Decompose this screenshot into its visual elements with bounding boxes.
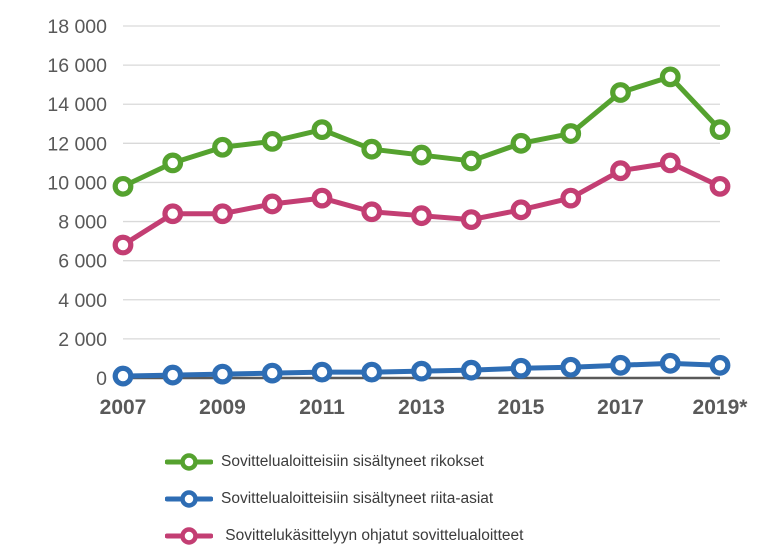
data-point-marker: [411, 205, 432, 227]
y-tick-label: 14 000: [47, 94, 107, 116]
line-marker-icon: [165, 453, 213, 471]
line-marker-icon: [165, 490, 213, 508]
series-line-2: [120, 160, 723, 248]
data-point-marker: [261, 362, 283, 384]
y-tick-label: 8 000: [58, 212, 107, 234]
data-point-marker: [212, 136, 233, 158]
data-point-marker: [162, 203, 184, 225]
data-point-marker: [510, 132, 532, 154]
legend-label: Sovittelualoitteisiin sisältyneet riita-…: [221, 490, 494, 507]
chart-svg: 0 2 000 4 000 6 000 8 000 10 000 12 000 14 000 1…: [47, 16, 749, 419]
data-point-marker: [709, 119, 731, 141]
data-point-marker: [560, 356, 582, 378]
y-tick-label: 2 000: [58, 329, 107, 351]
data-point-marker: [560, 123, 582, 144]
x-tick-label: 2009: [199, 396, 246, 419]
data-point-marker: [261, 130, 283, 152]
data-point-marker: [311, 361, 333, 383]
y-tick-label: 0: [96, 368, 107, 390]
data-point-marker: [112, 175, 134, 197]
legend: Sovittelualoitteisiin sisältyneet rikoks…: [165, 450, 523, 548]
legend-label: Sovittelukäsittelyyn ohjatut sovittelual…: [221, 527, 524, 544]
data-point-marker: [311, 119, 333, 141]
data-point-marker: [510, 199, 532, 221]
line-marker-icon: [165, 527, 213, 545]
data-point-marker: [460, 359, 482, 381]
data-point-marker: [460, 150, 482, 172]
data-point-marker: [709, 354, 731, 376]
data-point-marker: [460, 209, 482, 231]
x-tick-label: 2017: [597, 396, 644, 419]
data-point-marker: [411, 360, 432, 382]
legend-row-sovittelualoitteet: Sovittelukäsittelyyn ohjatut sovittelual…: [165, 524, 523, 548]
data-point-marker: [212, 203, 233, 225]
y-tick-label: 16 000: [47, 55, 107, 77]
data-point-marker: [659, 352, 681, 374]
data-point-marker: [361, 201, 383, 223]
data-point-marker: [659, 152, 681, 174]
legend-label: Sovittelualoitteisiin sisältyneet rikoks…: [221, 453, 484, 470]
data-point-marker: [162, 364, 184, 386]
y-tick-label: 6 000: [58, 251, 107, 273]
data-point-marker: [112, 365, 134, 387]
data-point-marker: [361, 138, 383, 160]
plot-area: 0 2 000 4 000 6 000 8 000 10 000 12 000 14 000 1…: [47, 16, 749, 419]
data-point-marker: [212, 363, 233, 385]
legend-row-riita-asiat: Sovittelualoitteisiin sisältyneet riita-…: [165, 487, 523, 511]
data-point-marker: [411, 144, 432, 166]
y-tick-label: 4 000: [58, 290, 107, 312]
data-point-marker: [361, 361, 383, 383]
data-point-marker: [610, 354, 631, 376]
data-point-marker: [311, 187, 333, 209]
data-point-marker: [709, 175, 731, 197]
legend-row-rikokset: Sovittelualoitteisiin sisältyneet rikoks…: [165, 450, 523, 474]
data-point-marker: [112, 234, 134, 256]
data-point-marker: [560, 187, 582, 209]
x-tick-label: 2013: [398, 396, 445, 419]
data-point-marker: [610, 160, 631, 182]
x-tick-label: 2011: [299, 396, 345, 419]
data-point-marker: [659, 66, 681, 88]
data-point-marker: [261, 193, 283, 215]
data-point-marker: [510, 357, 532, 379]
data-point-marker: [162, 152, 184, 174]
x-tick-label: 2007: [100, 396, 147, 419]
data-point-marker: [610, 82, 631, 103]
y-tick-label: 12 000: [47, 133, 107, 155]
y-tick-label: 10 000: [47, 172, 107, 194]
y-tick-label: 18 000: [47, 16, 107, 38]
x-tick-label: 2019*: [693, 396, 749, 419]
x-tick-label: 2015: [498, 396, 545, 419]
